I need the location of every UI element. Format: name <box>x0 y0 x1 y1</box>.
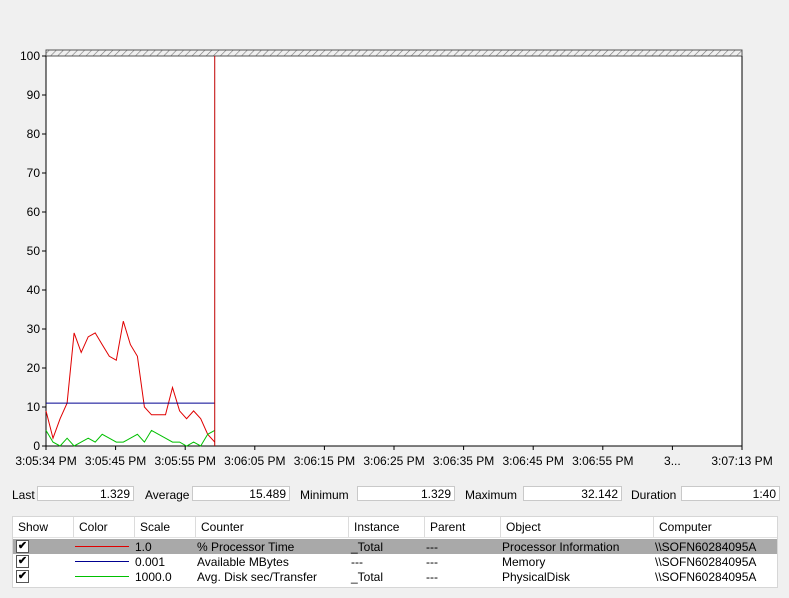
x-tick-label: 3:06:15 PM <box>294 454 355 468</box>
counter-legend-table: Show Color Scale Counter Instance Parent… <box>12 516 778 588</box>
header-parent[interactable]: Parent <box>430 520 466 534</box>
header-instance[interactable]: Instance <box>354 520 400 534</box>
column-divider[interactable] <box>73 517 74 537</box>
average-value: 15.489 <box>192 486 290 501</box>
header-object[interactable]: Object <box>506 520 541 534</box>
computer-name: \\SOFN60284095A <box>655 540 757 554</box>
x-tick-label: 3:06:45 PM <box>503 454 564 468</box>
y-tick-label: 50 <box>27 244 41 258</box>
y-tick-label: 20 <box>27 361 41 375</box>
hatched-header-strip <box>45 49 743 57</box>
header-color[interactable]: Color <box>79 520 108 534</box>
computer-name: \\SOFN60284095A <box>655 570 757 584</box>
header-scale[interactable]: Scale <box>140 520 171 534</box>
maximum-value: 32.142 <box>523 486 622 501</box>
average-label: Average <box>145 488 190 502</box>
x-tick-label: 3:05:45 PM <box>85 454 146 468</box>
counter-name: Available MBytes <box>197 555 289 569</box>
header-show[interactable]: Show <box>18 520 49 534</box>
scale-value: 1.0 <box>135 540 152 554</box>
y-tick-label: 10 <box>27 400 41 414</box>
parent-name: --- <box>426 570 438 584</box>
y-tick-label: 60 <box>27 205 41 219</box>
y-tick-label: 40 <box>27 283 41 297</box>
column-divider[interactable] <box>195 517 196 537</box>
instance-name: --- <box>351 555 363 569</box>
x-tick-label: 3:06:05 PM <box>224 454 285 468</box>
object-name: PhysicalDisk <box>502 570 571 584</box>
x-tick-label: 3:05:34 PM <box>15 454 76 468</box>
y-tick-label: 100 <box>20 49 40 63</box>
minimum-label: Minimum <box>300 488 349 502</box>
show-checkbox[interactable]: ✔ <box>16 540 29 553</box>
header-computer[interactable]: Computer <box>659 520 712 534</box>
x-tick-label: 3:06:55 PM <box>572 454 633 468</box>
x-tick-label: 3... <box>664 454 681 468</box>
last-label: Last <box>12 488 35 502</box>
column-divider[interactable] <box>348 517 349 537</box>
legend-row-available-mbytes[interactable]: ✔ 0.001 Available MBytes --- --- Memory … <box>13 554 777 569</box>
series-line-0 <box>45 321 216 443</box>
scale-value: 1000.0 <box>135 570 172 584</box>
legend-row-processor-time[interactable]: ✔ 1.0 % Processor Time _Total --- Proces… <box>13 539 777 554</box>
column-divider[interactable] <box>653 517 654 537</box>
parent-name: --- <box>426 540 438 554</box>
y-tick-label: 80 <box>27 127 41 141</box>
color-swatch <box>75 546 129 547</box>
object-name: Memory <box>502 555 546 569</box>
header-counter[interactable]: Counter <box>201 520 244 534</box>
color-swatch <box>75 561 129 562</box>
maximum-label: Maximum <box>465 488 518 502</box>
x-tick-label: 3:06:35 PM <box>433 454 494 468</box>
instance-name: _Total <box>351 570 384 584</box>
column-divider[interactable] <box>500 517 501 537</box>
color-swatch <box>75 576 129 577</box>
computer-name: \\SOFN60284095A <box>655 555 757 569</box>
column-divider[interactable] <box>424 517 425 537</box>
duration-value: 1:40 <box>681 486 780 501</box>
object-name: Processor Information <box>502 540 620 554</box>
minimum-value: 1.329 <box>357 486 455 501</box>
parent-name: --- <box>426 555 438 569</box>
show-checkbox[interactable]: ✔ <box>16 570 29 583</box>
counter-name: % Processor Time <box>197 540 295 554</box>
x-tick-label: 3:05:55 PM <box>155 454 216 468</box>
instance-name: _Total <box>351 540 384 554</box>
column-divider[interactable] <box>134 517 135 537</box>
duration-label: Duration <box>631 488 677 502</box>
x-tick-label: 3:06:25 PM <box>363 454 424 468</box>
counter-name: Avg. Disk sec/Transfer <box>197 570 318 584</box>
legend-row-disk-transfer[interactable]: ✔ 1000.0 Avg. Disk sec/Transfer _Total -… <box>13 569 777 584</box>
y-tick-label: 90 <box>27 88 41 102</box>
series-line-2 <box>45 429 215 447</box>
y-tick-label: 30 <box>27 322 41 336</box>
y-tick-label: 70 <box>27 166 41 180</box>
scale-value: 0.001 <box>135 555 166 569</box>
last-value: 1.329 <box>37 486 134 501</box>
statistics-bar: Last 1.329 Average 15.489 Minimum 1.329 … <box>0 484 789 504</box>
y-tick-label: 0 <box>33 439 40 453</box>
plot-area <box>46 56 742 446</box>
x-tick-label: 3:07:13 PM <box>711 454 772 468</box>
legend-header: Show Color Scale Counter Instance Parent… <box>13 517 777 538</box>
show-checkbox[interactable]: ✔ <box>16 555 29 568</box>
